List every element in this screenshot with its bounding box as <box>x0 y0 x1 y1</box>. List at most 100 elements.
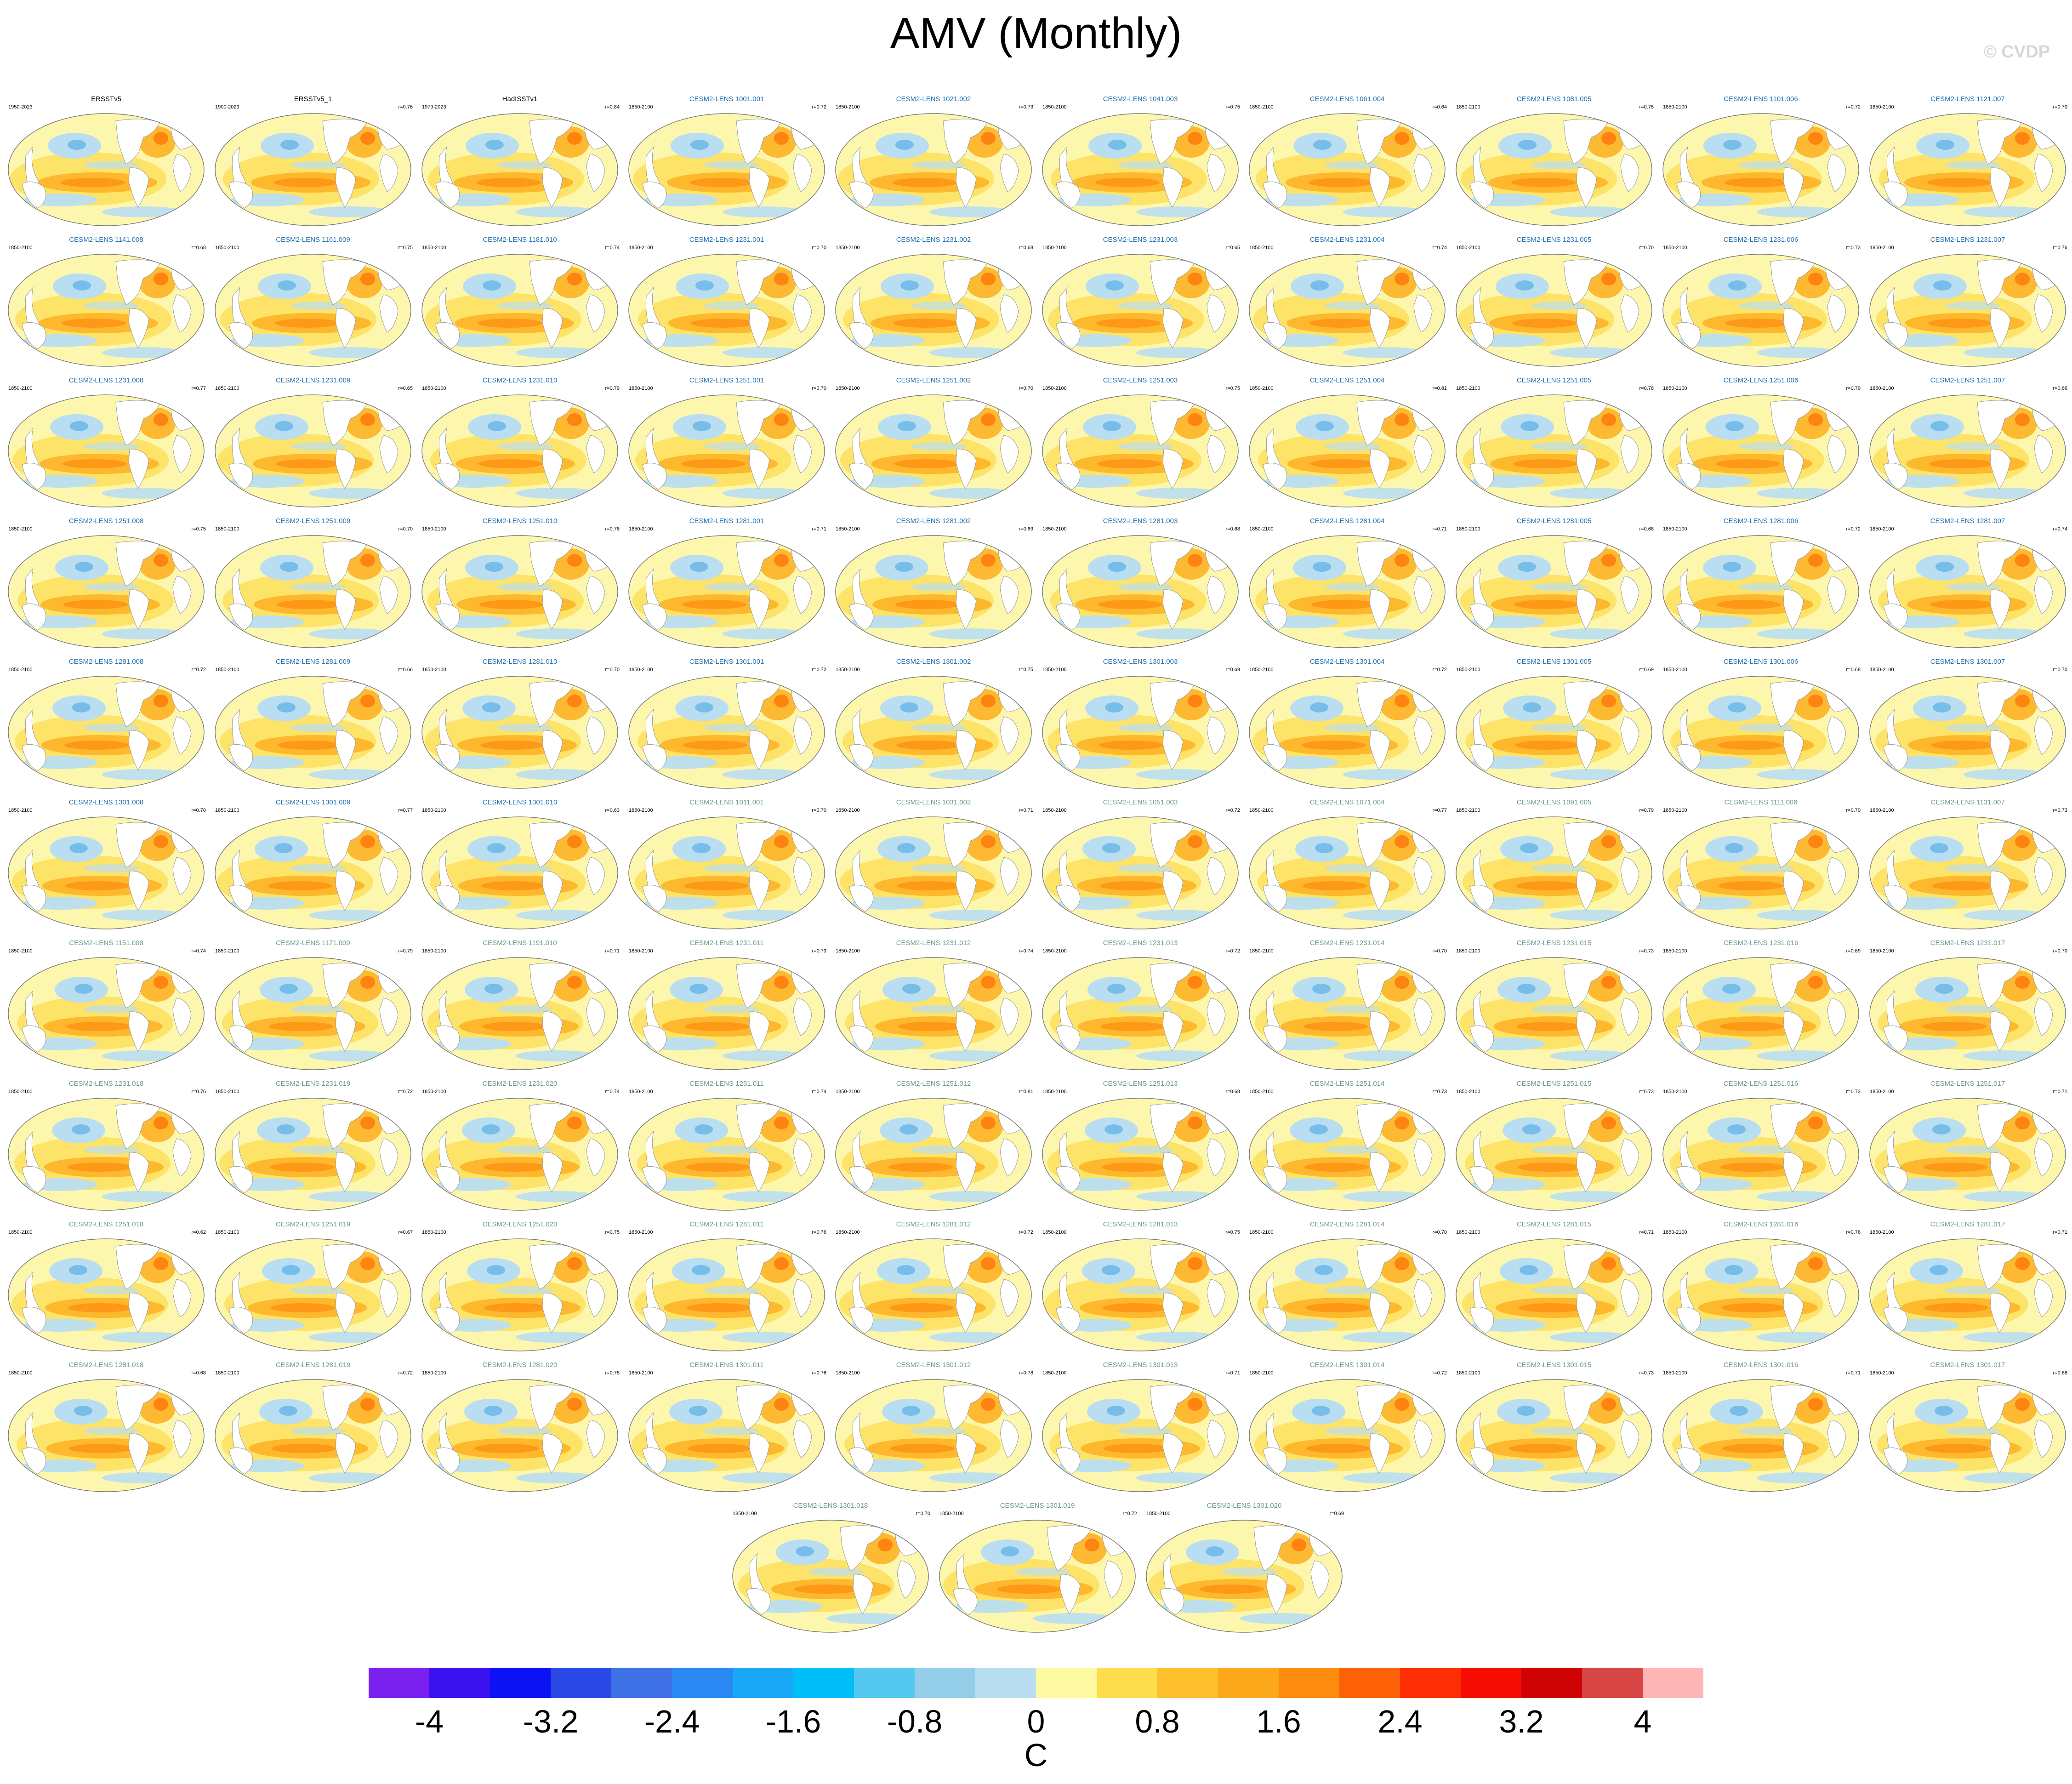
panel-period: 1850-2100 <box>1042 1230 1067 1235</box>
panel-period: 1850-2100 <box>1870 245 1894 251</box>
panel-correlation: r=0.62 <box>191 1230 206 1235</box>
colorbar-swatch <box>429 1668 490 1698</box>
panel-title: CESM2-LENS 1251.007 <box>1930 376 2005 384</box>
panel-period: 1850-2100 <box>8 808 33 813</box>
panel-correlation: r=0.75 <box>1639 104 1654 110</box>
panel-correlation: r=0.65 <box>398 386 413 391</box>
sst-map <box>835 394 1032 507</box>
sst-map <box>628 1238 825 1351</box>
sst-map <box>421 254 618 367</box>
panel-title: CESM2-LENS 1251.003 <box>1103 376 1178 384</box>
panel-period: 1850-2100 <box>836 104 860 110</box>
map-panel: CESM2-LENS 1281.004 1850-2100 r=0.71 <box>1247 516 1448 648</box>
panel-period: 1850-2100 <box>629 245 653 251</box>
map-panel: CESM2-LENS 1281.011 1850-2100 r=0.76 <box>626 1220 827 1351</box>
panel-title: CESM2-LENS 1231.009 <box>275 376 351 384</box>
panel-correlation: r=0.68 <box>1019 245 1034 251</box>
map-panel: CESM2-LENS 1281.009 1850-2100 r=0.66 <box>212 657 414 789</box>
panel-period: 1850-2100 <box>1663 386 1687 391</box>
sst-map <box>1146 1520 1343 1633</box>
map-panel: CESM2-LENS 1231.007 1850-2100 r=0.76 <box>1867 235 2068 367</box>
colorbar-swatch <box>915 1668 976 1698</box>
panel-correlation: r=0.72 <box>1432 1370 1447 1376</box>
panel-correlation: r=0.70 <box>916 1511 931 1516</box>
panel-period: 1850-2100 <box>422 1089 446 1094</box>
map-panel: CESM2-LENS 1251.002 1850-2100 r=0.70 <box>833 376 1034 507</box>
map-panel: CESM2-LENS 1231.014 1850-2100 r=0.70 <box>1247 938 1448 1070</box>
map-panel: CESM2-LENS 1251.011 1850-2100 r=0.74 <box>626 1079 827 1211</box>
panel-title: CESM2-LENS 1301.005 <box>1516 658 1592 666</box>
map-panel: CESM2-LENS 1301.009 1850-2100 r=0.77 <box>212 798 414 929</box>
colorbar-tick-label: -0.8 <box>887 1704 943 1739</box>
panel-title: CESM2-LENS 1141.008 <box>69 236 143 244</box>
panel-title: CESM2-LENS 1231.010 <box>482 376 558 384</box>
panel-period: 1850-2100 <box>836 948 860 954</box>
panel-period: 1850-2100 <box>1456 1089 1480 1094</box>
panel-title: CESM2-LENS 1071.004 <box>1309 798 1385 806</box>
panel-title: CESM2-LENS 1281.007 <box>1930 517 2005 525</box>
panel-period: 1850-2100 <box>836 1230 860 1235</box>
panel-title: CESM2-LENS 1121.007 <box>1930 95 2005 103</box>
panel-title: CESM2-LENS 1251.008 <box>68 517 144 525</box>
panel-period: 1850-2100 <box>215 667 239 673</box>
map-panel: CESM2-LENS 1301.013 1850-2100 r=0.71 <box>1040 1360 1241 1492</box>
panel-correlation: r=0.72 <box>1019 1230 1034 1235</box>
panel-correlation: r=0.70 <box>191 808 206 813</box>
panel-period: 1850-2100 <box>215 1089 239 1094</box>
map-panel: CESM2-LENS 1281.003 1850-2100 r=0.68 <box>1040 516 1241 648</box>
sst-map <box>215 394 411 507</box>
panel-correlation: r=0.72 <box>1846 104 1861 110</box>
panel-correlation: r=0.74 <box>1019 948 1034 954</box>
sst-map <box>8 1098 205 1211</box>
sst-map <box>1662 113 1859 226</box>
sst-map <box>215 676 411 789</box>
map-panel: CESM2-LENS 1181.010 1850-2100 r=0.74 <box>419 235 620 367</box>
panel-period: 1850-2100 <box>1663 1089 1687 1094</box>
map-panel: CESM2-LENS 1251.013 1850-2100 r=0.68 <box>1040 1079 1241 1211</box>
panel-title: CESM2-LENS 1301.001 <box>689 658 764 666</box>
panel-correlation: r=0.75 <box>1225 1230 1241 1235</box>
panel-correlation: r=0.78 <box>1639 386 1654 391</box>
panel-period: 1850-2100 <box>422 667 446 673</box>
panel-period: 1850-2100 <box>1870 667 1894 673</box>
sst-map <box>628 816 825 929</box>
panel-correlation: r=0.78 <box>605 1370 620 1376</box>
panel-period: 1850-2100 <box>1663 1370 1687 1376</box>
map-panel: CESM2-LENS 1281.007 1850-2100 r=0.74 <box>1867 516 2068 648</box>
panel-title: CESM2-LENS 1061.004 <box>1309 95 1385 103</box>
map-panel: CESM2-LENS 1301.016 1850-2100 r=0.71 <box>1660 1360 1861 1492</box>
colorbar-swatch <box>611 1668 672 1698</box>
sst-map <box>8 1379 205 1492</box>
panel-period: 1850-2100 <box>1663 245 1687 251</box>
map-panel: CESM2-LENS 1301.007 1850-2100 r=0.70 <box>1867 657 2068 789</box>
map-panel: CESM2-LENS 1301.015 1850-2100 r=0.73 <box>1453 1360 1655 1492</box>
panel-period: 1850-2100 <box>8 245 33 251</box>
panel-correlation: r=0.71 <box>1846 1370 1861 1376</box>
panel-title: CESM2-LENS 1301.010 <box>482 798 558 806</box>
panel-correlation: r=0.78 <box>1019 1370 1034 1376</box>
panel-period: 1850-2100 <box>1042 526 1067 532</box>
map-panel: CESM2-LENS 1231.009 1850-2100 r=0.65 <box>212 376 414 507</box>
panel-period: 1850-2100 <box>215 808 239 813</box>
map-panel: CESM2-LENS 1301.010 1850-2100 r=0.63 <box>419 798 620 929</box>
sst-map <box>1456 816 1652 929</box>
panel-period: 1850-2100 <box>1042 1089 1067 1094</box>
panel-correlation: r=0.70 <box>398 526 413 532</box>
panel-correlation: r=0.73 <box>1639 1089 1654 1094</box>
panel-period: 1850-2100 <box>1663 104 1687 110</box>
colorbar-swatch <box>1582 1668 1643 1698</box>
panel-correlation: r=0.70 <box>1432 948 1447 954</box>
panel-title: CESM2-LENS 1021.002 <box>896 95 971 103</box>
panel-title: CESM2-LENS 1281.005 <box>1516 517 1592 525</box>
map-panel: CESM2-LENS 1281.018 1850-2100 r=0.68 <box>6 1360 207 1492</box>
panel-title: CESM2-LENS 1181.010 <box>483 236 557 244</box>
panel-period: 1850-2100 <box>422 948 446 954</box>
map-panel: CESM2-LENS 1301.018 1850-2100 r=0.70 <box>730 1501 931 1633</box>
colorbar-swatch <box>1218 1668 1279 1698</box>
panel-correlation: r=0.70 <box>2053 104 2068 110</box>
panel-period: 1850-2100 <box>1870 948 1894 954</box>
map-panel: CESM2-LENS 1131.007 1850-2100 r=0.73 <box>1867 798 2068 929</box>
map-panel: CESM2-LENS 1301.019 1850-2100 r=0.72 <box>937 1501 1138 1633</box>
map-panel: CESM2-LENS 1251.019 1850-2100 r=0.67 <box>212 1220 414 1351</box>
panel-period: 1850-2100 <box>1249 104 1274 110</box>
